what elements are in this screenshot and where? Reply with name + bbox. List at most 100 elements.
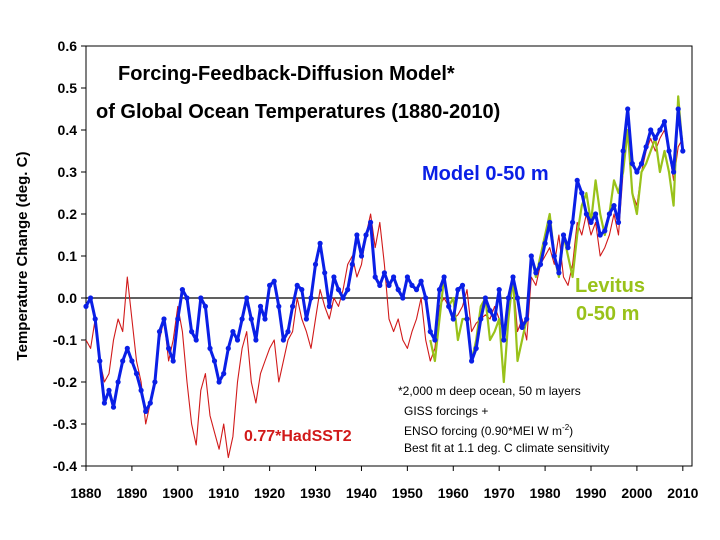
x-tick-label: 1960 xyxy=(438,485,469,501)
data-point-model xyxy=(492,316,498,322)
data-point-model xyxy=(147,400,153,406)
data-point-model xyxy=(285,329,291,335)
data-point-model xyxy=(239,316,245,322)
y-axis: -0.4 -0.3 -0.2 -0.1 0.0 0.1 0.2 0.3 0.4 0.5 0.6 xyxy=(53,38,86,474)
data-point-model xyxy=(138,387,144,393)
data-point-model xyxy=(606,211,613,217)
note-line4: Best fit at 1.1 deg. C climate sensitivi… xyxy=(404,441,609,455)
data-point-model xyxy=(620,148,626,154)
y-tick-label: -0.2 xyxy=(53,374,77,390)
data-point-model xyxy=(625,106,631,112)
data-point-model xyxy=(533,270,539,276)
data-point-model xyxy=(478,316,484,322)
y-tick-label: 0.5 xyxy=(58,80,78,96)
data-point-model xyxy=(583,211,590,217)
data-point-model xyxy=(432,337,438,343)
chart-title-line1: Forcing-Feedback-Diffusion Model* xyxy=(118,63,455,85)
data-point-model xyxy=(161,316,167,322)
data-point-model xyxy=(354,232,360,238)
data-point-model xyxy=(648,127,654,133)
data-point-model xyxy=(547,219,553,225)
x-tick-label: 2000 xyxy=(621,485,652,501)
data-point-model xyxy=(115,379,121,385)
data-point-model xyxy=(299,287,305,293)
data-point-model xyxy=(331,274,337,280)
data-point-model xyxy=(129,358,135,364)
data-point-model xyxy=(124,345,130,351)
data-point-model xyxy=(570,219,576,225)
x-tick-label: 1910 xyxy=(208,485,239,501)
data-point-model xyxy=(358,253,365,259)
data-point-model xyxy=(152,379,158,385)
data-point-model xyxy=(652,135,658,141)
model-label: Model 0-50 m xyxy=(422,163,549,185)
y-axis-label: Temperature Change (deg. C) xyxy=(14,152,31,361)
data-point-model xyxy=(110,404,117,410)
data-point-model xyxy=(423,295,429,301)
data-point-model xyxy=(363,232,369,238)
data-point-model xyxy=(312,261,319,267)
y-tick-label: -0.1 xyxy=(53,332,77,348)
data-point-model xyxy=(391,274,397,280)
note-line3-superscript: -2 xyxy=(562,423,570,432)
data-point-model xyxy=(106,387,112,393)
data-point-model xyxy=(473,345,479,351)
data-point-model xyxy=(345,287,351,293)
data-point-model xyxy=(234,337,241,343)
data-point-model xyxy=(253,337,259,343)
data-point-model xyxy=(335,287,342,293)
data-point-model xyxy=(92,316,98,322)
data-point-model xyxy=(560,232,567,238)
data-point-model xyxy=(179,287,185,293)
data-point-model xyxy=(189,329,195,335)
data-point-model xyxy=(198,295,204,301)
data-point-model xyxy=(643,144,649,150)
data-point-model xyxy=(290,303,296,309)
data-point-model xyxy=(225,345,231,351)
plot-area xyxy=(85,45,693,467)
x-tick-label: 1970 xyxy=(484,485,515,501)
series-layer xyxy=(83,95,686,459)
x-tick-label: 1990 xyxy=(575,485,606,501)
data-point-model xyxy=(666,148,672,154)
data-point-model xyxy=(381,270,387,276)
data-point-model xyxy=(469,358,475,364)
data-point-model xyxy=(257,303,264,309)
data-point-model xyxy=(446,303,452,309)
data-point-model xyxy=(230,329,236,335)
data-point-model xyxy=(211,358,218,364)
y-tick-label: -0.4 xyxy=(53,458,77,474)
data-point-model xyxy=(101,400,107,406)
data-point-model xyxy=(193,337,199,343)
data-point-model xyxy=(395,287,401,293)
series-line-hadsst xyxy=(85,108,684,459)
x-tick-label: 1900 xyxy=(162,485,193,501)
data-point-model xyxy=(280,337,286,343)
data-point-model xyxy=(166,345,172,351)
data-point-model xyxy=(202,303,208,309)
data-point-model xyxy=(565,245,571,251)
data-point-model xyxy=(459,282,466,288)
levitus-label-line1: Levitus xyxy=(575,275,645,297)
data-point-model xyxy=(482,295,488,301)
data-point-model xyxy=(638,161,645,167)
data-point-model xyxy=(528,253,534,259)
data-point-model xyxy=(248,316,254,322)
y-tick-label: -0.3 xyxy=(53,416,77,432)
data-point-model xyxy=(404,274,410,280)
data-point-model xyxy=(317,240,323,246)
data-point-model xyxy=(386,282,392,288)
data-point-model xyxy=(409,282,415,288)
x-tick-label: 1880 xyxy=(70,485,101,501)
data-point-model xyxy=(501,337,507,343)
x-tick-label: 2010 xyxy=(667,485,698,501)
data-point-model xyxy=(267,282,273,288)
chart-title-line2: of Global Ocean Temperatures (1880-2010) xyxy=(96,101,500,123)
data-point-model xyxy=(88,295,94,301)
data-point-model xyxy=(514,295,521,301)
data-point-model xyxy=(496,287,502,293)
note-line3: ENSO forcing (0.90*MEI W m-2) xyxy=(404,423,573,438)
note-line1: *2,000 m deep ocean, 50 m layers xyxy=(398,384,581,398)
data-point-model xyxy=(244,295,250,301)
y-tick-label: 0.0 xyxy=(58,290,78,306)
